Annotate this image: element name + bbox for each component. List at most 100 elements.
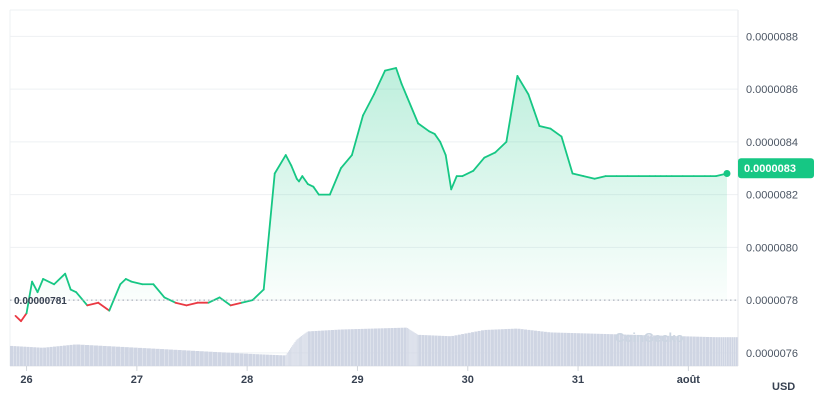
y-tick-label: 0.0000078	[746, 295, 798, 307]
price-segment	[251, 288, 265, 301]
price-segment	[119, 278, 127, 286]
volume-bar	[129, 347, 134, 366]
price-segment	[395, 67, 403, 85]
volume-bar	[89, 345, 94, 366]
volume-bar	[151, 348, 156, 366]
volume-bar	[269, 354, 273, 366]
volume-bar	[295, 340, 297, 366]
volume-bar	[643, 335, 647, 366]
volume-bar	[164, 349, 169, 366]
volume-bar	[474, 331, 478, 366]
volume-bar	[527, 329, 531, 366]
volume-bar	[573, 333, 577, 366]
volume-bar	[619, 334, 623, 366]
price-segment	[439, 140, 447, 156]
price-segment	[560, 135, 574, 175]
volume-bar	[39, 347, 43, 366]
volume-bar	[626, 334, 630, 366]
volume-bar	[610, 334, 614, 366]
current-price-label: 0.0000083	[744, 163, 796, 175]
volume-bar	[285, 354, 287, 366]
volume-bar	[146, 348, 151, 366]
volume-bar	[314, 330, 318, 366]
volume-bar	[451, 335, 455, 366]
volume-bar	[726, 337, 729, 366]
volume-bar	[393, 327, 397, 366]
y-tick-label: 0.0000082	[746, 190, 798, 202]
price-segment	[593, 175, 607, 180]
price-segment	[505, 75, 519, 143]
volume-bar	[173, 349, 178, 366]
y-tick-label: 0.0000080	[746, 242, 798, 254]
volume-bar	[155, 348, 160, 366]
volume-bar	[56, 346, 60, 366]
volume-bar	[290, 348, 291, 366]
volume-bar	[304, 333, 306, 366]
volume-bar	[292, 345, 294, 366]
y-axis: 0.0000088 0.0000086 0.0000084 0.0000082 0.00…	[746, 31, 798, 359]
volume-bar	[265, 354, 269, 366]
volume-bar	[447, 336, 451, 366]
x-tick-label: 27	[131, 374, 143, 386]
price-segment	[483, 151, 497, 159]
price-segment	[433, 133, 442, 143]
volume-bar	[412, 331, 414, 366]
price-segment	[298, 175, 304, 183]
price-segment	[31, 280, 39, 294]
volume-bar	[547, 332, 551, 366]
volume-bar	[735, 337, 738, 366]
price-segment	[362, 93, 375, 117]
volume-bar	[360, 328, 364, 366]
price-segment	[14, 314, 22, 323]
volume-bar	[653, 335, 657, 366]
volume-bar	[733, 337, 736, 366]
volume-bar	[718, 337, 721, 366]
volume-bar	[672, 336, 676, 366]
volume-bar	[461, 334, 465, 366]
volume-bar	[530, 330, 534, 366]
price-segment	[163, 296, 177, 304]
volume-bar	[414, 333, 416, 366]
y-tick-label: 0.0000076	[746, 348, 798, 360]
volume-bar	[248, 353, 253, 366]
volume-bar	[413, 332, 415, 366]
price-segment	[20, 312, 28, 323]
volume-bar	[298, 337, 300, 366]
volume-bar	[729, 337, 732, 366]
x-tick-label: 28	[241, 374, 253, 386]
volume-bar	[576, 333, 580, 366]
volume-bar	[324, 330, 328, 366]
volume-bar	[613, 334, 617, 366]
volume-bar	[115, 346, 121, 366]
reference-price-label: 0.00000781	[14, 296, 67, 307]
price-segment	[273, 154, 287, 175]
volume-bar	[19, 346, 23, 366]
volume-bar	[76, 344, 81, 366]
x-axis: 26 27 28 29 30 31 août	[20, 366, 700, 386]
volume-bar	[408, 328, 409, 366]
volume-bar	[514, 328, 518, 366]
volume-bar	[676, 336, 680, 366]
volume-bar	[286, 353, 288, 366]
y-tick-label: 0.0000088	[746, 31, 798, 43]
volume-bar	[424, 335, 428, 366]
price-segment	[240, 299, 254, 304]
volume-bar	[712, 337, 716, 366]
volume-bar	[133, 347, 138, 366]
volume-bar	[437, 335, 441, 366]
volume-bar	[464, 333, 468, 366]
volume-bar	[307, 331, 311, 366]
volume-bar	[294, 341, 296, 366]
volume-bar	[580, 333, 584, 366]
price-segment	[69, 288, 78, 294]
price-segment	[42, 278, 56, 286]
volume-bar	[190, 350, 196, 366]
price-segment	[582, 175, 596, 180]
volume-bar	[662, 335, 667, 366]
price-segment	[428, 130, 436, 135]
volume-bar	[603, 333, 607, 366]
volume-bar	[590, 333, 594, 366]
volume-bar	[374, 328, 378, 366]
volume-bar	[305, 332, 307, 366]
current-price-badge: 0.0000083	[738, 158, 814, 179]
